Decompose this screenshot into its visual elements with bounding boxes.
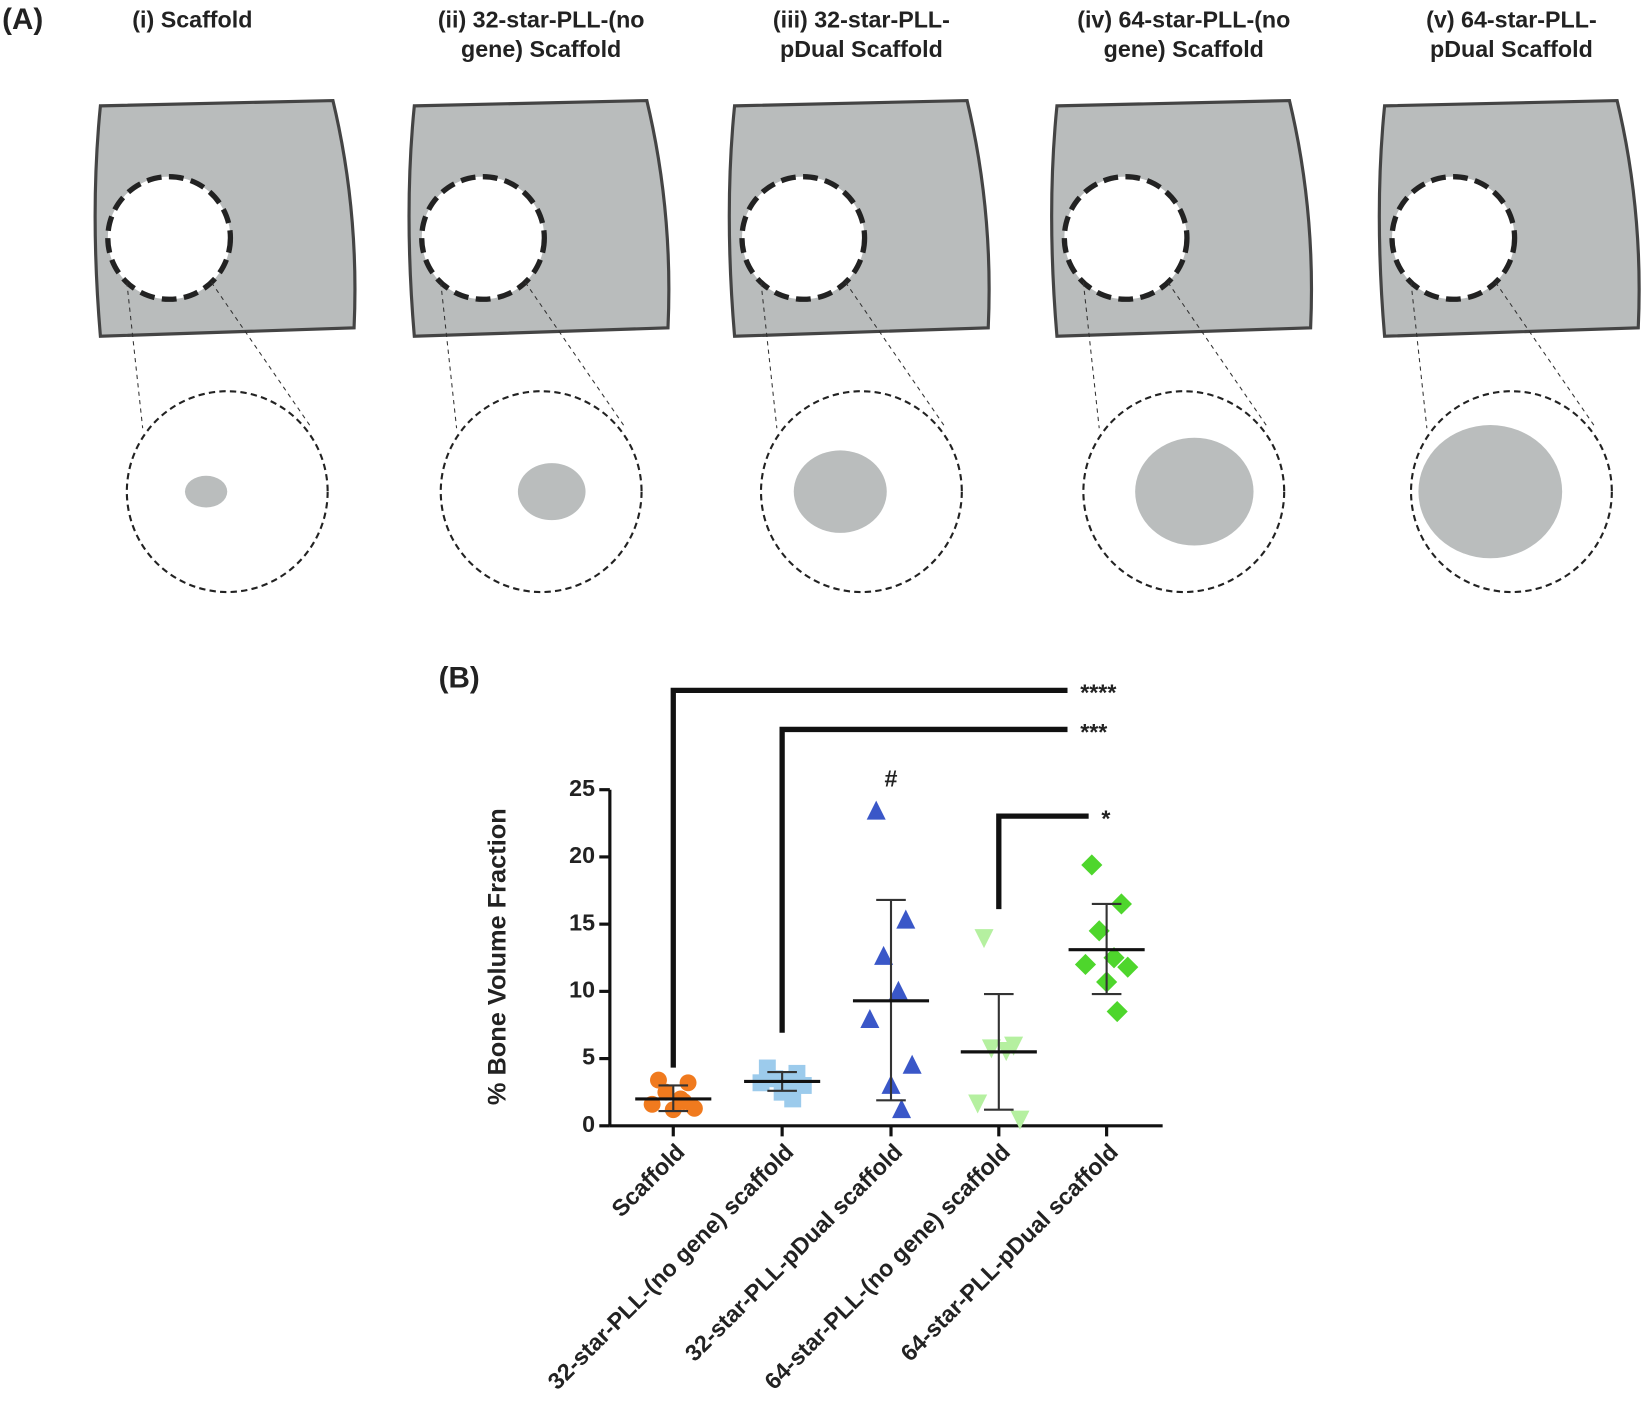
data-point bbox=[866, 800, 886, 820]
data-point bbox=[1081, 854, 1103, 876]
y-tick-label: 20 bbox=[569, 842, 595, 868]
panel-title: (v) 64-star-PLL- bbox=[1426, 6, 1597, 32]
x-tick-label: 32-star-PLL-pDual scaffold bbox=[680, 1139, 908, 1367]
data-point bbox=[860, 1009, 880, 1029]
y-tick-label: 5 bbox=[582, 1044, 595, 1070]
x-tick-label: 64-star-PLL-pDual scaffold bbox=[895, 1139, 1123, 1367]
y-tick-label: 25 bbox=[569, 775, 595, 801]
data-point bbox=[902, 1054, 922, 1074]
micro-ct-images bbox=[93, 98, 1641, 594]
panel-label: (B) bbox=[439, 662, 480, 695]
panel-title: (iii) 32-star-PLL- bbox=[773, 6, 950, 32]
significance-label: *** bbox=[1080, 719, 1108, 745]
significance-bracket bbox=[670, 687, 1068, 1068]
data-point bbox=[874, 945, 894, 965]
zoom-line bbox=[1167, 282, 1269, 429]
bone-fill bbox=[517, 463, 586, 521]
data-point bbox=[974, 929, 994, 949]
significance-bracket bbox=[779, 726, 1068, 1033]
panel-title: pDual Scaffold bbox=[1430, 36, 1593, 62]
defect-circle bbox=[419, 174, 547, 302]
data-point bbox=[1106, 1000, 1128, 1023]
zoom-line bbox=[845, 282, 947, 429]
data-point bbox=[675, 1093, 693, 1111]
zoom-circle bbox=[125, 390, 329, 594]
panel-title: (ii) 32-star-PLL-(no bbox=[438, 6, 645, 32]
significance-label: **** bbox=[1080, 680, 1117, 706]
annotation: # bbox=[885, 765, 898, 791]
defect-circle bbox=[1061, 174, 1190, 302]
zoom-line bbox=[1410, 282, 1428, 429]
significance-bracket bbox=[996, 813, 1089, 910]
data-point bbox=[896, 909, 916, 929]
data-point bbox=[1117, 956, 1139, 978]
zoom-line bbox=[126, 282, 144, 429]
panel-title: gene) Scaffold bbox=[461, 36, 621, 62]
panel-title: gene) Scaffold bbox=[1104, 36, 1264, 62]
zoom-line bbox=[210, 282, 313, 429]
panel-title: pDual Scaffold bbox=[780, 36, 943, 62]
data-point bbox=[1088, 920, 1110, 942]
zoom-line bbox=[1495, 282, 1597, 429]
y-tick-label: 10 bbox=[569, 977, 595, 1003]
panel-label: (A) bbox=[2, 3, 43, 36]
zoom-line bbox=[440, 282, 458, 429]
data-point bbox=[888, 980, 908, 1000]
data-point bbox=[657, 1083, 675, 1101]
y-tick-label: 0 bbox=[582, 1111, 595, 1137]
data-point bbox=[892, 1099, 912, 1119]
significance-label: * bbox=[1101, 805, 1111, 831]
bone-fill bbox=[1418, 425, 1563, 559]
data-point bbox=[1010, 1110, 1030, 1130]
data-point bbox=[1103, 947, 1125, 969]
y-axis-label: % Bone Volume Fraction bbox=[484, 808, 512, 1105]
bone-fill bbox=[793, 450, 887, 533]
panel-title: (iv) 64-star-PLL-(no bbox=[1077, 6, 1290, 32]
defect-circle bbox=[1389, 174, 1518, 302]
data-point bbox=[679, 1074, 697, 1092]
y-tick-label: 15 bbox=[569, 909, 595, 935]
zoom-line bbox=[1082, 282, 1100, 429]
data-point bbox=[981, 1039, 1001, 1059]
zoom-line bbox=[524, 282, 627, 429]
x-tick-label: Scaffold bbox=[606, 1139, 689, 1222]
defect-circle bbox=[105, 174, 234, 302]
data-point bbox=[784, 1090, 802, 1108]
data-point bbox=[650, 1071, 667, 1089]
data-point bbox=[968, 1094, 988, 1114]
data-point bbox=[1074, 953, 1097, 976]
zoom-line bbox=[760, 282, 778, 429]
panel-title: (i) Scaffold bbox=[132, 6, 252, 32]
defect-circle bbox=[739, 174, 868, 302]
bone-fill bbox=[184, 475, 228, 508]
bone-fill bbox=[1135, 437, 1254, 546]
